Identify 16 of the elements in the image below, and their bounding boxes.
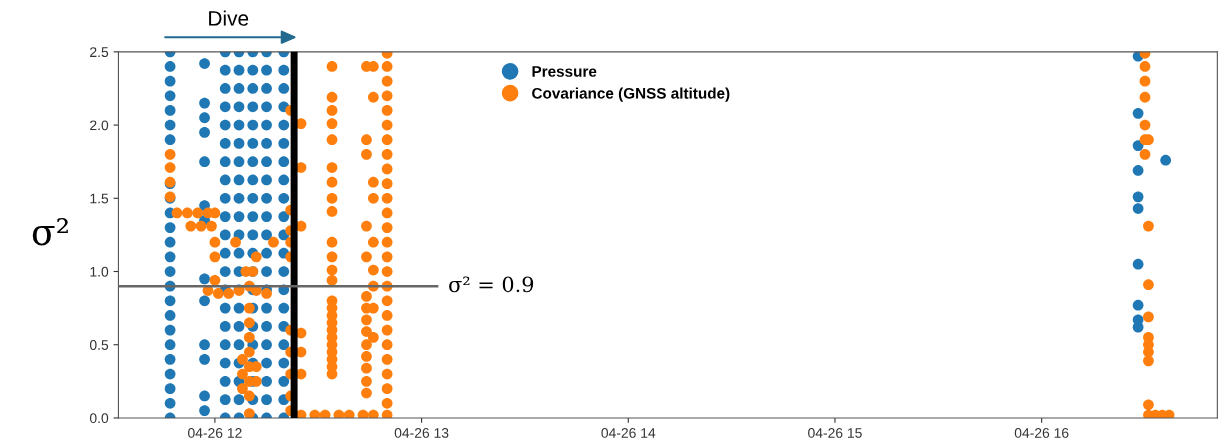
- y-tick-label: 1.5: [90, 193, 109, 204]
- y-tick-label: 0.0: [89, 413, 109, 424]
- y-tick-label: 0.5: [89, 340, 109, 350]
- y-tick-label: 2.0: [90, 120, 109, 131]
- ref-line-label: σ² = 0.9: [449, 276, 534, 293]
- legend-label: Pressure: [532, 66, 597, 77]
- y-tick-label: 2.5: [90, 47, 109, 58]
- y-axis-title: σ²: [32, 218, 68, 246]
- legend-label: Covariance (GNSS altitude): [532, 87, 730, 102]
- x-tick-label: 04-26 12: [188, 428, 242, 438]
- x-tick-label: 04-26 15: [808, 428, 862, 438]
- x-tick-label: 04-26 16: [1014, 428, 1069, 438]
- text: Dive: [209, 10, 249, 26]
- x-tick-label: 04-26 13: [394, 428, 449, 438]
- x-tick-label: 04-26 14: [601, 428, 656, 438]
- y-tick-label: 1.0: [90, 266, 109, 277]
